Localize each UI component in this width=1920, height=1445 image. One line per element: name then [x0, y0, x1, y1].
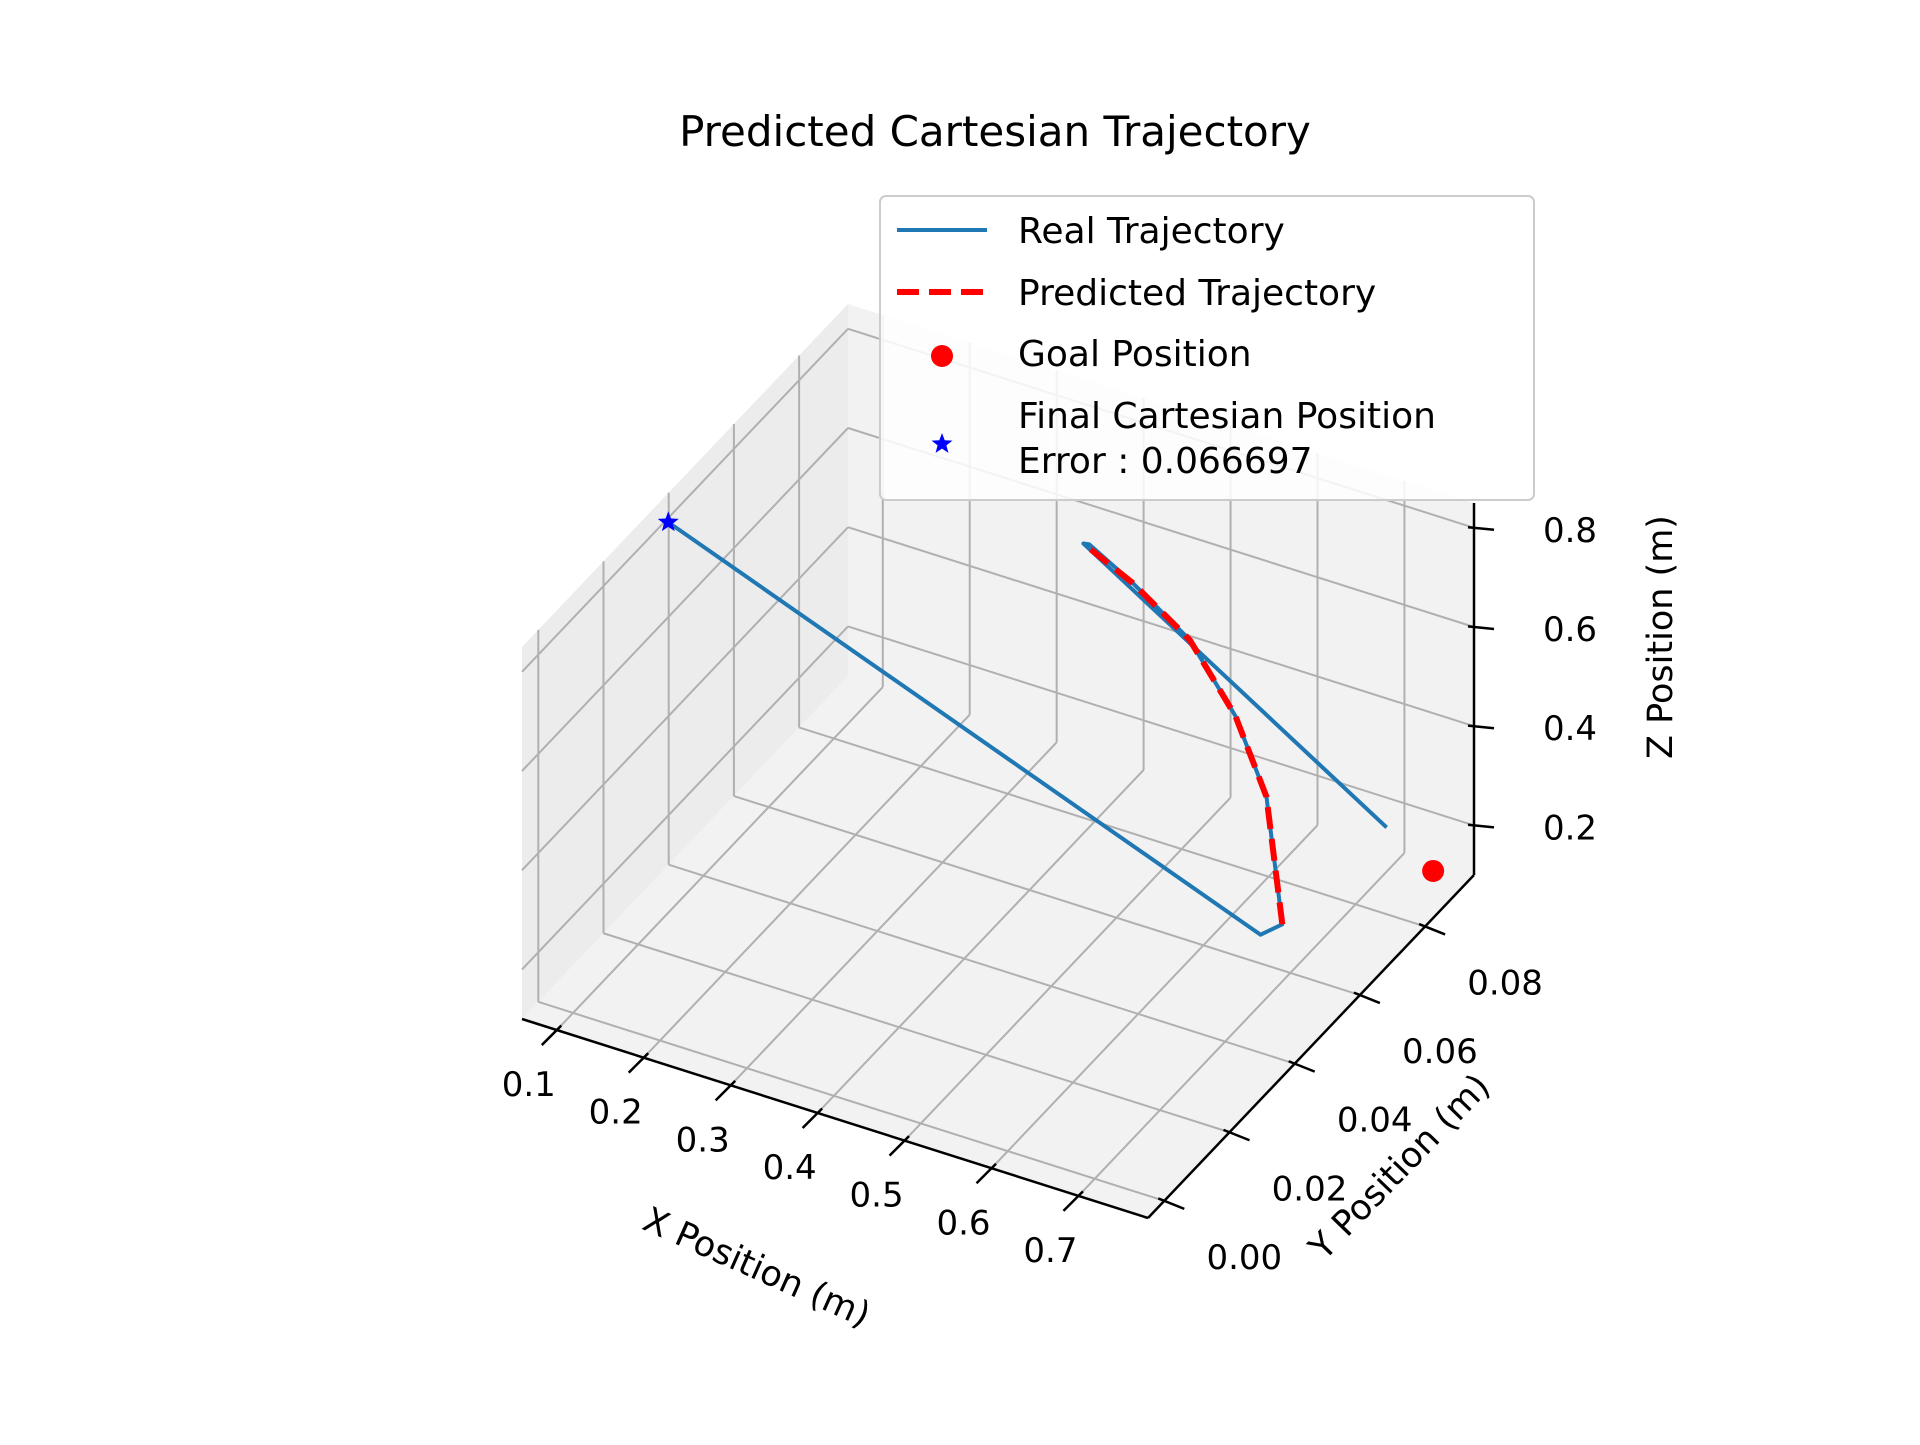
legend-label-final-line: Error : 0.066697: [1018, 441, 1313, 482]
final-position-marker: [657, 511, 679, 532]
grid-x-floor: [816, 769, 1145, 1114]
z-tick: [1467, 625, 1495, 631]
y-tick-label: 0.04: [1337, 1101, 1413, 1141]
legend-label-real: Real Trajectory: [1018, 211, 1285, 252]
x-tick: [714, 1079, 737, 1102]
y-axis-line: [1147, 874, 1475, 1219]
y-tick-label: 0.02: [1272, 1169, 1348, 1209]
grid-x-floor: [903, 796, 1232, 1142]
floor-pane: [522, 676, 1474, 1218]
goal-position-marker: [1422, 859, 1445, 882]
x-tick: [801, 1107, 823, 1129]
x-tick-label: 0.3: [676, 1120, 730, 1160]
x-tick-label: 0.2: [589, 1093, 643, 1133]
y-tick-label: 0.08: [1467, 963, 1543, 1003]
legend-label-final: Final Cartesian Position Error : 0.066697: [1018, 396, 1436, 482]
tick-marks: [540, 525, 1495, 1212]
grid-y-floor: [537, 1000, 1165, 1202]
z-tick-label: 0.6: [1543, 610, 1597, 650]
z-tick-label: 0.2: [1543, 808, 1597, 848]
legend: Real Trajectory Predicted Trajectory Goa…: [879, 195, 1535, 501]
grid-z-left: [521, 427, 849, 772]
z-axis-label: Z Position (m): [1641, 515, 1681, 759]
chart-title: Predicted Cartesian Trajectory: [679, 107, 1311, 156]
x-tick-label: 0.1: [502, 1065, 556, 1105]
grid-lines: [521, 315, 1475, 1202]
x-tick: [627, 1052, 650, 1074]
y-tick: [1157, 1197, 1185, 1211]
z-tick-label: 0.8: [1543, 511, 1597, 551]
grid-z-left: [521, 625, 849, 971]
x-tick-label: 0.4: [763, 1148, 817, 1188]
grid-y-floor: [733, 795, 1361, 997]
predicted-trajectory-line: [1081, 541, 1286, 925]
y-tick: [1353, 991, 1381, 1005]
z-tick: [1467, 823, 1495, 829]
grid-x-floor: [729, 741, 1058, 1087]
grid-x-floor: [556, 686, 884, 1031]
grid-y-floor: [668, 863, 1296, 1065]
z-tick: [1467, 525, 1495, 532]
grid-z-left: [521, 526, 849, 871]
grid-z-left: [521, 328, 849, 673]
grid-x-floor: [642, 714, 971, 1059]
y-axis-label: Y Position (m): [1301, 1067, 1498, 1269]
axis-lines: [521, 503, 1476, 1220]
y-tick-label: 0.06: [1402, 1032, 1478, 1072]
legend-swatch-goal: [931, 345, 953, 367]
y-tick-label: 0.00: [1206, 1238, 1282, 1278]
y-tick: [1223, 1128, 1250, 1142]
data-series: [667, 520, 1388, 937]
legend-label-predicted: Predicted Trajectory: [1018, 273, 1376, 314]
data-markers: [657, 511, 1445, 882]
grid-x-floor: [990, 824, 1319, 1169]
grid-y-floor: [603, 932, 1230, 1134]
legend-swatch-final: [931, 433, 953, 453]
x-axis-label: X Position (m): [637, 1200, 876, 1336]
x-tick-label: 0.5: [850, 1176, 904, 1216]
z-tick-label: 0.4: [1543, 709, 1597, 749]
tick-labels: 0.1 0.2 0.3 0.4 0.5 0.6 0.7 0.00 0.02 0.04 0.06 0.0…: [502, 511, 1597, 1278]
x-tick: [1062, 1190, 1084, 1212]
y-tick: [1418, 922, 1446, 936]
legend-label-final-line: Final Cartesian Position: [1018, 396, 1436, 437]
x-tick: [540, 1024, 563, 1046]
x-tick-label: 0.6: [936, 1203, 990, 1243]
x-tick: [888, 1135, 910, 1157]
y-tick: [1288, 1060, 1316, 1073]
grid-x-floor: [1077, 852, 1406, 1197]
grid-z-back: [847, 526, 1475, 728]
x-tick-label: 0.7: [1023, 1231, 1077, 1271]
legend-box: [879, 195, 1535, 501]
legend-label-goal: Goal Position: [1018, 334, 1252, 375]
grid-z-back: [847, 625, 1475, 827]
z-tick: [1467, 724, 1495, 730]
grid-y-floor: [798, 726, 1426, 928]
x-tick: [975, 1162, 997, 1185]
x-axis-line: [521, 1017, 1149, 1220]
